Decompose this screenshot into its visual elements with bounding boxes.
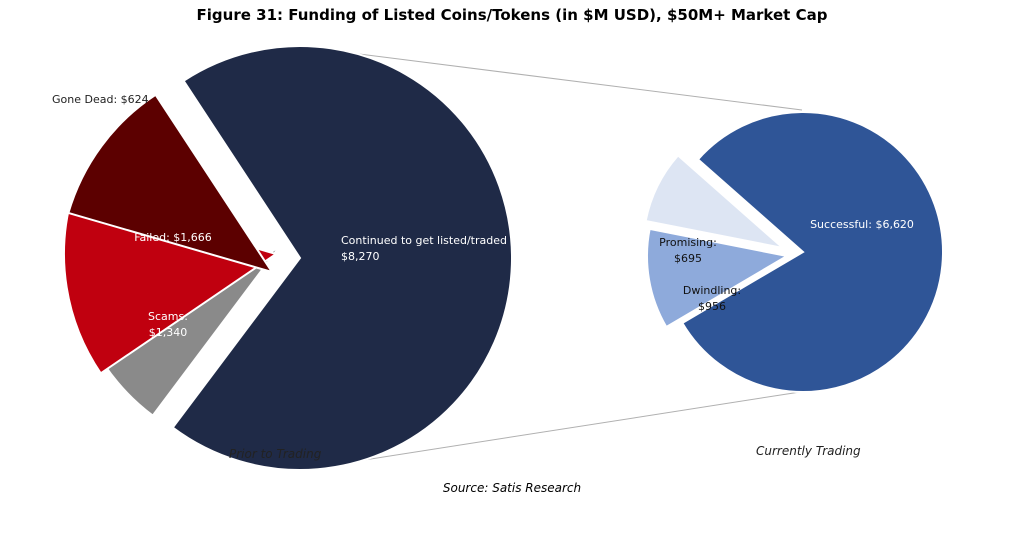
connector-bottom <box>299 391 801 471</box>
caption-prior-to-trading: Prior to Trading <box>229 447 322 461</box>
pie-prior-to-trading <box>63 45 514 471</box>
slice-dwindling <box>645 227 790 329</box>
label-successful: Successful: $6,620 <box>810 218 914 231</box>
chart-title: Figure 31: Funding of Listed Coins/Token… <box>196 6 828 24</box>
slice-successful <box>680 111 944 393</box>
label-gone-dead: Gone Dead: $624 <box>52 93 149 106</box>
source-note: Source: Satis Research <box>442 481 582 495</box>
pie-currently-trading <box>644 111 944 393</box>
label-scams: Scams: $1,340 <box>148 310 188 339</box>
slice-promising <box>644 154 787 250</box>
slice-scams <box>67 93 275 274</box>
slice-continued-to-get-listed-traded <box>171 45 514 471</box>
connector-lines <box>295 45 803 471</box>
label-dwindling: Dwindling: $956 <box>683 284 741 313</box>
label-promising: Promising: $695 <box>659 236 717 265</box>
label-failed: Failed: $1,666 <box>134 231 212 244</box>
connector-top <box>295 45 803 111</box>
label-continued-to-get-listed-traded: Continued to get listed/traded $8,270 <box>341 234 507 263</box>
slice-labels: Continued to get listed/traded $8,270 Gone… <box>52 93 914 339</box>
caption-currently-trading: Currently Trading <box>756 444 861 458</box>
